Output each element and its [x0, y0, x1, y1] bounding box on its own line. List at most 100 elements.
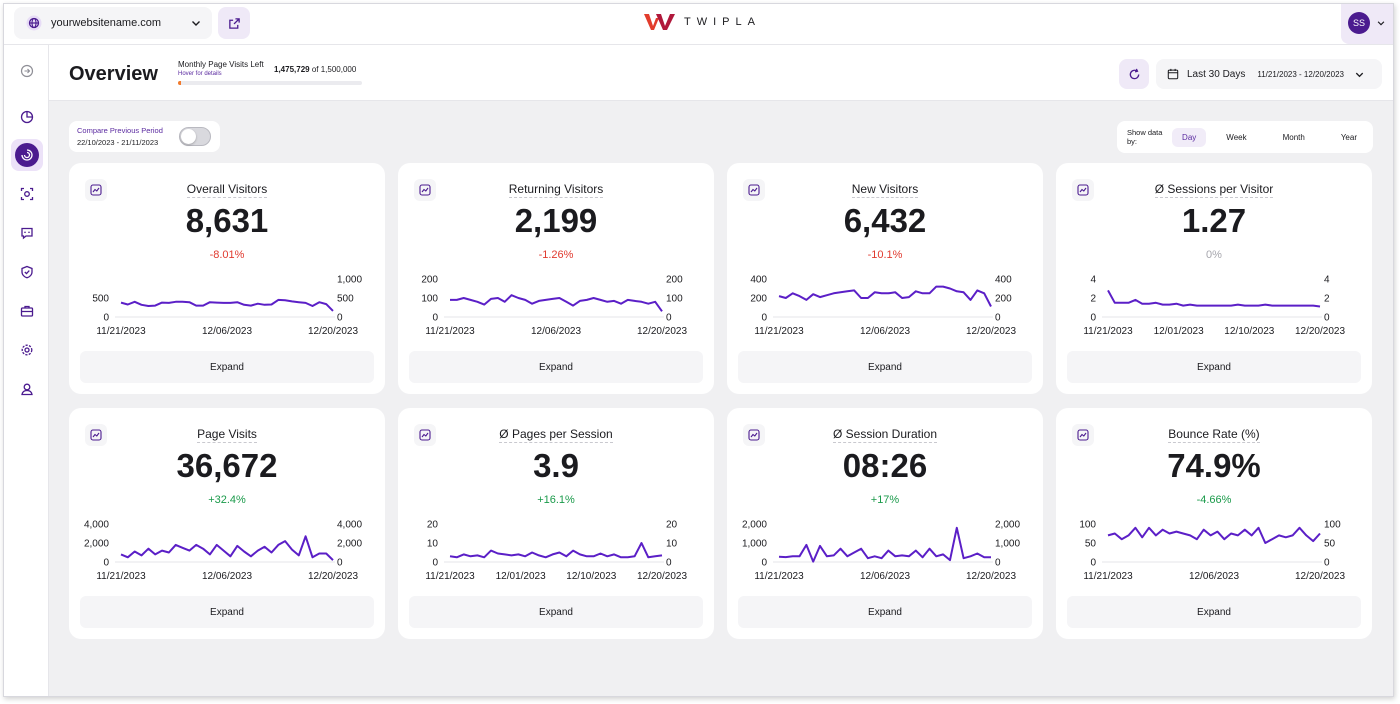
chart-toggle-button[interactable] — [414, 424, 436, 446]
line-chart-icon — [748, 429, 760, 441]
behavior-icon — [20, 187, 34, 201]
settings-icon — [21, 344, 33, 356]
chart-toggle-button[interactable] — [85, 179, 107, 201]
calendar-icon — [1167, 68, 1179, 80]
sidebar-item-ecommerce[interactable] — [11, 295, 43, 327]
y-tick-label-left: 0 — [432, 558, 438, 569]
sparkline-chart: 200 100 0 200 100 0 11/21/2023 12/06/2023 12/20/… — [421, 275, 687, 338]
monthly-visits-left[interactable]: Monthly Page Visits Left Hover for detai… — [178, 60, 362, 85]
open-website-button[interactable] — [218, 7, 250, 39]
y-tick-label-right: 1,000 — [337, 275, 362, 286]
overview-icon — [21, 149, 33, 161]
chart-toggle-button[interactable] — [1072, 179, 1094, 201]
sidebar-item-dashboard[interactable] — [11, 101, 43, 133]
x-tick-label: 12/06/2023 — [860, 326, 910, 337]
x-tick-label: 12/06/2023 — [202, 571, 252, 582]
sidebar-item-behavior[interactable] — [11, 178, 43, 210]
sidebar-item-privacy[interactable] — [11, 256, 43, 288]
sidebar-item-account[interactable] — [11, 373, 43, 405]
card-title[interactable]: Ø Session Duration — [832, 427, 938, 443]
y-tick-label-left: 20 — [427, 520, 439, 531]
date-range-dates: 11/21/2023 - 12/20/2023 — [1257, 69, 1344, 79]
expand-button[interactable]: Expand — [738, 596, 1032, 628]
y-tick-label-right: 2,000 — [337, 539, 362, 550]
card-title[interactable]: Overall Visitors — [186, 182, 268, 198]
y-tick-label-right: 100 — [666, 294, 683, 305]
expand-button[interactable]: Expand — [1067, 596, 1361, 628]
expand-button[interactable]: Expand — [80, 596, 374, 628]
y-tick-label-right: 1,000 — [995, 539, 1020, 550]
x-tick-label: 12/10/2023 — [1224, 326, 1274, 337]
line-chart-icon — [748, 184, 760, 196]
y-tick-label-left: 400 — [750, 275, 767, 286]
y-tick-label-left: 4,000 — [84, 520, 109, 531]
show-data-by: Show data by: Day Week Month Year — [1117, 121, 1373, 153]
x-tick-label: 11/21/2023 — [1083, 326, 1133, 337]
chart-toggle-button[interactable] — [85, 424, 107, 446]
page-header: Overview Monthly Page Visits Left Hover … — [49, 45, 1393, 101]
card-change: +17% — [870, 494, 900, 506]
card-title[interactable]: Bounce Rate (%) — [1168, 427, 1260, 443]
period-year[interactable]: Year — [1340, 132, 1357, 142]
series-line — [120, 298, 334, 312]
x-tick-label: 11/21/2023 — [96, 326, 146, 337]
expand-button[interactable]: Expand — [80, 351, 374, 383]
sidebar-item-settings[interactable] — [11, 334, 43, 366]
expand-button[interactable]: Expand — [1067, 351, 1361, 383]
card-change: +32.4% — [208, 494, 246, 506]
y-tick-label-left: 2,000 — [742, 520, 767, 531]
metric-card: Returning Visitors 2,199 -1.26% Expand 200 10… — [398, 163, 714, 394]
compare-dates: 22/10/2023 - 21/11/2023 — [77, 138, 159, 147]
card-value: 2,199 — [514, 202, 598, 239]
x-tick-label: 12/06/2023 — [860, 571, 910, 582]
card-title[interactable]: Ø Pages per Session — [499, 427, 613, 443]
card-title[interactable]: Returning Visitors — [508, 182, 604, 198]
metric-card: Ø Pages per Session 3.9 +16.1% Expand 20 10 0 2… — [398, 408, 714, 639]
x-tick-label: 11/21/2023 — [754, 571, 804, 582]
y-tick-label-right: 2 — [1324, 294, 1330, 305]
expand-button[interactable]: Expand — [409, 351, 703, 383]
toggle-knob — [181, 129, 196, 144]
metric-card: Ø Sessions per Visitor 1.27 0% Expand 4 2 0 4 2 0… — [1056, 163, 1372, 394]
y-tick-label-right: 0 — [337, 558, 343, 569]
y-tick-label-right: 0 — [1324, 558, 1330, 569]
compare-toggle[interactable] — [179, 127, 211, 146]
chart-toggle-button[interactable] — [414, 179, 436, 201]
period-week[interactable]: Week — [1226, 132, 1247, 142]
expand-button[interactable]: Expand — [409, 596, 703, 628]
sidebar-item-feedback[interactable] — [11, 217, 43, 249]
period-day[interactable]: Day — [1172, 127, 1207, 147]
x-tick-label: 12/20/2023 — [308, 571, 358, 582]
user-menu[interactable]: SS — [1341, 4, 1393, 44]
series-line — [1107, 289, 1321, 308]
refresh-button[interactable] — [1119, 59, 1149, 89]
website-selector[interactable]: yourwebsitename.com — [14, 7, 212, 39]
expand-button[interactable]: Expand — [738, 351, 1032, 383]
sidebar-item-overview[interactable] — [11, 139, 43, 171]
logo-text: TWIPLA — [684, 16, 761, 28]
collapse-icon — [20, 64, 34, 78]
card-title[interactable]: New Visitors — [851, 182, 919, 198]
date-range-picker[interactable]: Last 30 Days 11/21/2023 - 12/20/2023 — [1156, 59, 1382, 89]
visits-left-progress-fill — [178, 81, 181, 85]
y-tick-label-right: 4 — [1324, 275, 1330, 286]
card-title[interactable]: Ø Sessions per Visitor — [1154, 182, 1274, 198]
y-tick-label-right: 0 — [995, 558, 1001, 569]
sidebar — [4, 45, 49, 696]
external-link-icon — [228, 17, 240, 29]
card-value: 3.9 — [533, 447, 579, 484]
series-line — [449, 542, 663, 559]
chart-toggle-button[interactable] — [743, 424, 765, 446]
chart-toggle-button[interactable] — [743, 179, 765, 201]
chart-toggle-button[interactable] — [1072, 424, 1094, 446]
x-tick-label: 12/01/2023 — [1154, 326, 1204, 337]
line-chart-icon — [90, 184, 102, 196]
sidebar-collapse-button[interactable] — [11, 55, 43, 87]
feedback-icon — [21, 227, 33, 240]
period-month[interactable]: Month — [1282, 132, 1305, 142]
y-tick-label-left: 10 — [427, 539, 439, 550]
x-tick-label: 11/21/2023 — [1083, 571, 1133, 582]
card-value: 08:26 — [842, 447, 928, 484]
card-title[interactable]: Page Visits — [197, 427, 257, 443]
x-tick-label: 12/06/2023 — [1189, 571, 1239, 582]
